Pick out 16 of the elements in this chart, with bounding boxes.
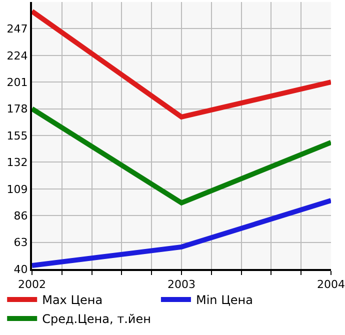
y-tick-label: 155 (6, 129, 28, 142)
x-tick-label: 2003 (168, 278, 196, 292)
y-tick-label: 86 (14, 209, 28, 222)
y-tick-label: 132 (6, 156, 28, 170)
y-tick-label: 40 (14, 262, 28, 276)
legend-label: Max Цена (42, 293, 103, 308)
legend-label: Сред.Цена, т.йен (42, 312, 151, 326)
y-tick-label: 201 (6, 76, 28, 89)
y-tick-label: 224 (6, 49, 28, 62)
x-tick-label: 2004 (317, 278, 345, 292)
y-tick-label: 63 (14, 236, 28, 250)
y-tick-label: 109 (6, 182, 28, 196)
legend-label: Min Цена (196, 293, 253, 308)
y-tick-label: 178 (6, 102, 28, 116)
x-tick-label: 2002 (18, 278, 46, 292)
y-tick-label: 247 (6, 22, 28, 36)
